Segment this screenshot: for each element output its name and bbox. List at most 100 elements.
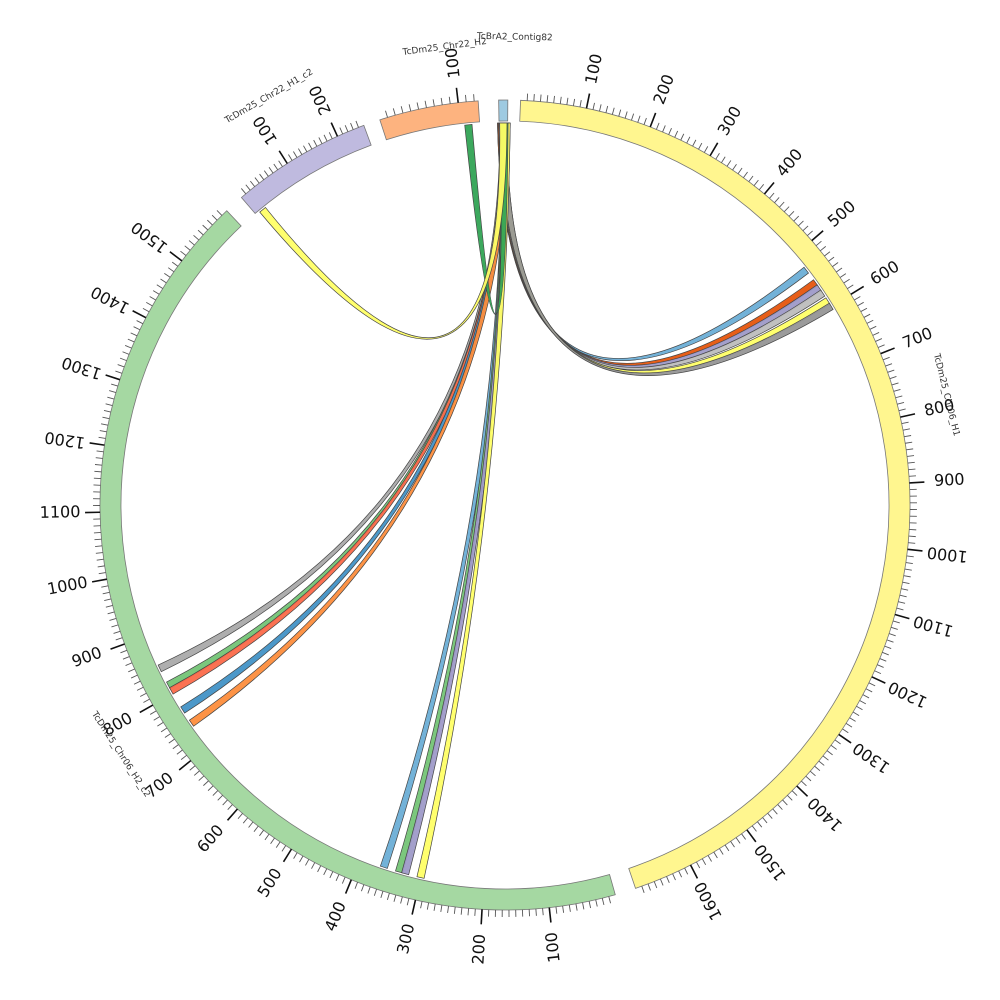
minor-tick bbox=[572, 98, 576, 106]
minor-tick bbox=[424, 100, 427, 108]
minor-tick bbox=[460, 907, 463, 915]
minor-tick bbox=[96, 450, 104, 453]
minor-tick bbox=[703, 146, 709, 153]
minor-tick bbox=[361, 884, 365, 892]
minor-tick bbox=[874, 670, 882, 675]
minor-tick bbox=[207, 219, 213, 226]
tick-label: 1400 bbox=[804, 793, 847, 835]
minor-tick bbox=[656, 122, 660, 130]
minor-tick bbox=[133, 680, 141, 685]
minor-tick bbox=[248, 821, 254, 828]
minor-tick bbox=[447, 905, 449, 914]
minor-tick bbox=[198, 775, 205, 781]
link-ribbon-14 bbox=[416, 122, 511, 879]
minor-tick bbox=[907, 455, 915, 457]
minor-tick bbox=[308, 142, 313, 150]
minor-tick bbox=[686, 136, 691, 144]
minor-tick bbox=[142, 307, 150, 313]
major-tick bbox=[709, 142, 719, 157]
minor-tick bbox=[254, 177, 260, 184]
minor-tick bbox=[268, 167, 274, 174]
minor-tick bbox=[339, 127, 344, 135]
minor-tick bbox=[872, 332, 880, 336]
minor-tick bbox=[180, 250, 187, 256]
minor-tick bbox=[842, 728, 849, 734]
major-tick bbox=[278, 150, 288, 164]
major-tick bbox=[480, 909, 483, 925]
minor-tick bbox=[562, 905, 565, 913]
minor-tick bbox=[311, 862, 316, 869]
minor-tick bbox=[420, 901, 423, 909]
minor-tick bbox=[888, 633, 896, 637]
minor-tick bbox=[113, 630, 121, 634]
minor-tick bbox=[335, 874, 340, 881]
major-tick bbox=[178, 759, 192, 771]
minor-tick bbox=[136, 686, 144, 691]
minor-tick bbox=[818, 760, 825, 766]
minor-tick bbox=[753, 179, 759, 186]
minor-tick bbox=[109, 618, 117, 621]
minor-tick bbox=[791, 790, 798, 796]
minor-tick bbox=[281, 845, 287, 852]
minor-tick bbox=[904, 435, 912, 438]
minor-tick bbox=[801, 780, 807, 787]
minor-tick bbox=[171, 261, 179, 267]
link-ribbon-5 bbox=[499, 122, 834, 376]
major-tick bbox=[344, 879, 353, 894]
minor-tick bbox=[701, 858, 707, 866]
minor-tick bbox=[826, 750, 833, 756]
minor-tick bbox=[735, 837, 741, 844]
minor-tick bbox=[904, 568, 912, 571]
minor-tick bbox=[862, 694, 870, 699]
minor-tick bbox=[278, 160, 283, 167]
minor-tick bbox=[139, 692, 147, 697]
minor-tick bbox=[168, 738, 175, 744]
major-tick bbox=[746, 829, 757, 843]
minor-tick bbox=[160, 278, 167, 284]
minor-tick bbox=[877, 344, 885, 348]
minor-tick bbox=[207, 785, 214, 791]
minor-tick bbox=[618, 109, 622, 117]
minor-tick bbox=[367, 886, 371, 894]
tick-label: 100 bbox=[542, 931, 564, 963]
minor-tick bbox=[860, 307, 868, 312]
minor-tick bbox=[901, 421, 909, 425]
minor-tick bbox=[245, 184, 251, 191]
minor-tick bbox=[385, 110, 388, 118]
minor-tick bbox=[566, 97, 569, 105]
minor-tick bbox=[902, 428, 910, 431]
minor-tick bbox=[879, 658, 887, 662]
major-tick bbox=[411, 899, 417, 915]
major-tick bbox=[850, 285, 865, 295]
minor-tick bbox=[863, 313, 871, 318]
minor-tick bbox=[380, 891, 384, 898]
minor-tick bbox=[601, 898, 605, 906]
minor-tick bbox=[94, 538, 102, 541]
minor-tick bbox=[743, 171, 748, 178]
minor-tick bbox=[887, 369, 895, 373]
minor-tick bbox=[317, 865, 322, 873]
segment-c22 bbox=[240, 124, 372, 215]
minor-tick bbox=[400, 896, 403, 904]
minor-tick bbox=[814, 765, 821, 772]
minor-tick bbox=[107, 611, 115, 615]
major-tick bbox=[900, 413, 916, 418]
tick-label: 900 bbox=[934, 469, 966, 490]
minor-tick bbox=[103, 410, 111, 413]
minor-tick bbox=[273, 163, 279, 171]
minor-tick bbox=[95, 545, 103, 547]
minor-tick bbox=[680, 133, 685, 141]
minor-tick bbox=[440, 97, 443, 105]
major-tick bbox=[838, 733, 852, 744]
major-tick bbox=[110, 643, 125, 650]
major-tick bbox=[282, 848, 293, 863]
minor-tick bbox=[595, 899, 598, 907]
minor-tick bbox=[843, 278, 850, 284]
minor-tick bbox=[249, 180, 256, 187]
minor-tick bbox=[659, 878, 664, 886]
minor-tick bbox=[788, 211, 795, 217]
minor-tick bbox=[579, 100, 582, 108]
minor-tick bbox=[104, 598, 112, 601]
minor-tick bbox=[474, 908, 476, 916]
minor-tick bbox=[726, 160, 732, 167]
